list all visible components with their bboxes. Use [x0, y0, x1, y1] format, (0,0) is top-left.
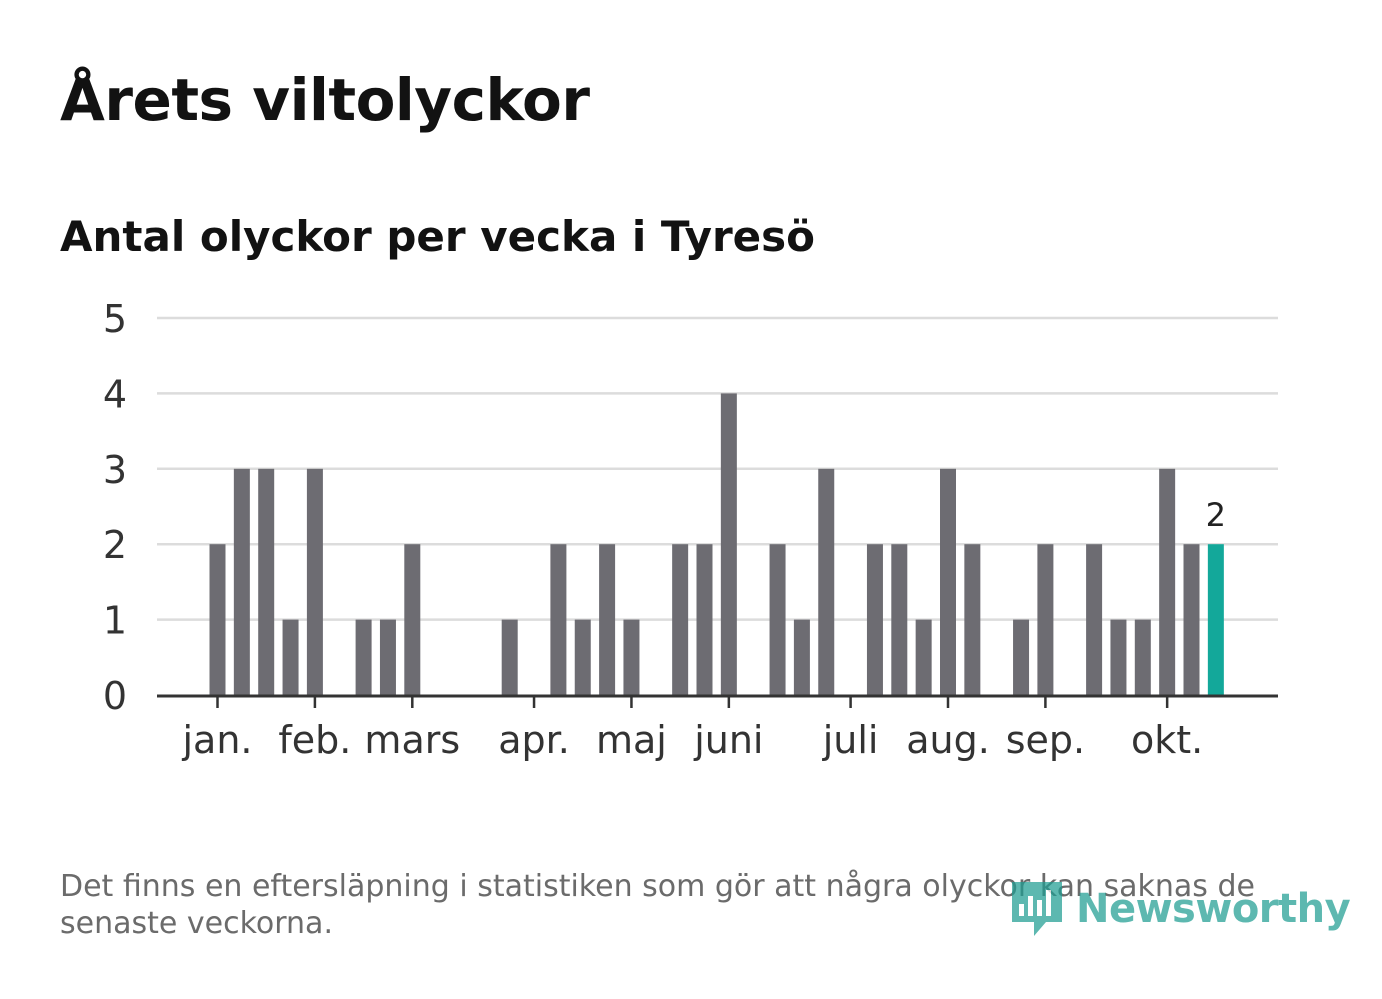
- bar: [1037, 544, 1054, 695]
- y-tick-label: 2: [103, 523, 127, 567]
- bar: [1110, 619, 1127, 695]
- bar: [574, 619, 591, 695]
- bar: [550, 544, 567, 695]
- bar: [818, 468, 835, 695]
- x-tick-label: mars: [364, 718, 460, 762]
- x-axis-ticks: jan. feb. mars apr. maj juni juli aug. sep. okt.: [181, 696, 1203, 762]
- bar: [233, 468, 250, 695]
- x-tick-label: juli: [822, 718, 879, 762]
- bar: [623, 619, 640, 695]
- bar: [964, 544, 981, 695]
- bar: [258, 468, 275, 695]
- newsworthy-logo: Newsworthy: [1010, 878, 1351, 940]
- x-tick-label: apr.: [498, 718, 570, 762]
- bar: [793, 619, 810, 695]
- bar: [696, 544, 713, 695]
- y-tick-label: 1: [103, 599, 127, 643]
- bar: [720, 393, 737, 695]
- bar: [1159, 468, 1176, 695]
- y-tick-label: 0: [103, 674, 127, 718]
- bar: [672, 544, 689, 695]
- y-tick-label: 3: [103, 448, 127, 492]
- bar: [501, 619, 518, 695]
- bar: [915, 619, 932, 695]
- bar: [1134, 619, 1151, 695]
- grid-lines: [157, 316, 1278, 621]
- bar: [282, 619, 299, 695]
- bar: [306, 468, 323, 695]
- bar: [404, 544, 421, 695]
- bar: [355, 619, 372, 695]
- bar: [891, 544, 908, 695]
- logo-text: Newsworthy: [1076, 886, 1351, 932]
- bars: [209, 393, 1224, 695]
- bar: [1183, 544, 1200, 695]
- bar: [940, 468, 956, 695]
- y-axis-ticks: 0 1 2 3 4 5: [103, 297, 127, 718]
- data-label-last-week: 2: [1206, 496, 1226, 534]
- chart-subtitle: Antal olyckor per vecka i Tyresö: [60, 212, 816, 261]
- data-labels: 2: [1206, 496, 1226, 534]
- bar-chart: 0 1 2 3 4 5 jan. feb. mars apr. maj juni juli aug. se…: [103, 297, 1278, 762]
- bar: [1086, 544, 1103, 695]
- x-tick-label: aug.: [906, 718, 990, 762]
- newsworthy-logo-icon: [1012, 882, 1062, 936]
- x-tick-label: jan.: [181, 718, 252, 762]
- bar: [379, 619, 396, 695]
- bar: [209, 544, 226, 695]
- bar: [866, 544, 883, 695]
- x-tick-label: maj: [596, 718, 667, 762]
- chart-title: Årets viltolyckor: [60, 66, 590, 134]
- bar: [769, 544, 786, 695]
- x-tick-label: okt.: [1131, 718, 1203, 762]
- x-tick-label: sep.: [1006, 718, 1085, 762]
- y-tick-label: 4: [103, 372, 127, 416]
- x-tick-label: juni: [693, 718, 763, 762]
- y-tick-label: 5: [103, 297, 127, 341]
- bar: [599, 544, 616, 695]
- x-tick-label: feb.: [278, 718, 351, 762]
- bar-highlight: [1207, 544, 1224, 695]
- bar: [1013, 619, 1030, 695]
